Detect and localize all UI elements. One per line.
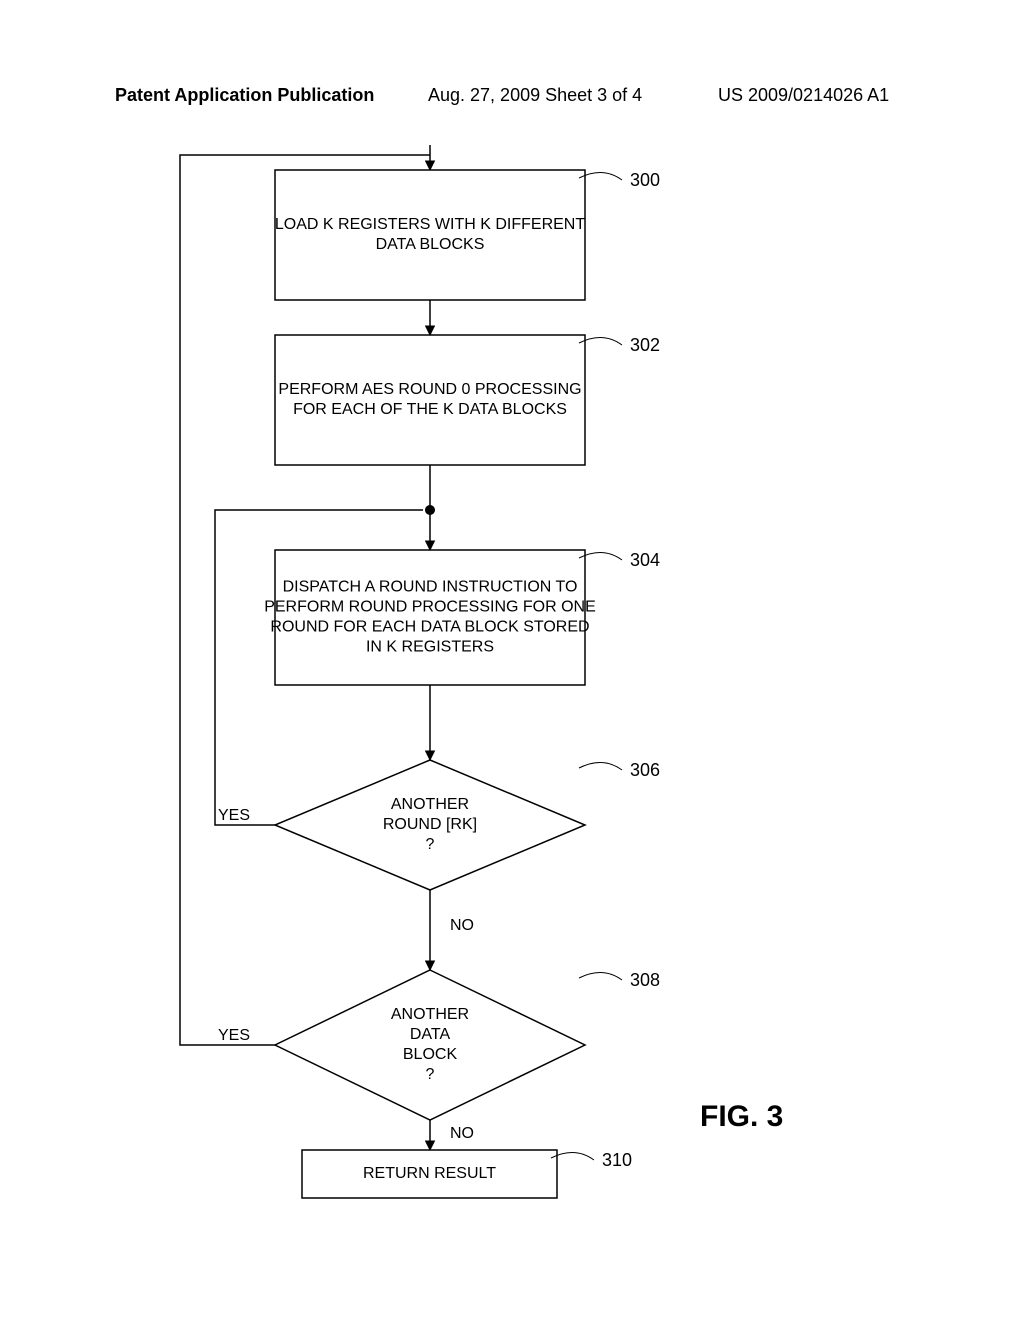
svg-text:ANOTHER: ANOTHER [391, 1006, 469, 1023]
svg-text:302: 302 [630, 335, 660, 355]
figure-label: FIG. 3 [700, 1100, 783, 1134]
svg-text:310: 310 [602, 1150, 632, 1170]
flowchart-container: NO NO YES YES LOAD K REGISTERS WITH K DIFFER… [0, 140, 1024, 1240]
svg-text:FOR EACH OF THE K DATA BLOCKS: FOR EACH OF THE K DATA BLOCKS [293, 401, 567, 418]
header-publication: Patent Application Publication [115, 85, 374, 106]
svg-text:ANOTHER: ANOTHER [391, 796, 469, 813]
svg-text:DATA BLOCKS: DATA BLOCKS [376, 236, 485, 253]
svg-text:PERFORM AES ROUND 0 PROCESSING: PERFORM AES ROUND 0 PROCESSING [278, 381, 581, 398]
svg-text:ROUND [RK]: ROUND [RK] [383, 816, 477, 833]
svg-text:NO: NO [450, 1125, 474, 1142]
svg-text:304: 304 [630, 550, 660, 570]
svg-text:306: 306 [630, 760, 660, 780]
svg-text:NO: NO [450, 917, 474, 934]
svg-text:RETURN RESULT: RETURN RESULT [363, 1165, 496, 1182]
svg-text:?: ? [426, 836, 435, 853]
svg-text:BLOCK: BLOCK [403, 1046, 458, 1063]
svg-text:LOAD K REGISTERS WITH K DIFFER: LOAD K REGISTERS WITH K DIFFERENT [275, 216, 585, 233]
svg-text:DISPATCH A ROUND INSTRUCTION T: DISPATCH A ROUND INSTRUCTION TO [283, 579, 578, 596]
svg-text:300: 300 [630, 170, 660, 190]
svg-text:YES: YES [218, 807, 250, 824]
svg-text:IN K REGISTERS: IN K REGISTERS [366, 639, 494, 656]
svg-text:ROUND FOR EACH DATA BLOCK STOR: ROUND FOR EACH DATA BLOCK STORED [270, 619, 589, 636]
header-docnum: US 2009/0214026 A1 [718, 85, 889, 106]
svg-text:?: ? [426, 1066, 435, 1083]
svg-text:308: 308 [630, 970, 660, 990]
svg-text:PERFORM ROUND PROCESSING FOR O: PERFORM ROUND PROCESSING FOR ONE [264, 599, 596, 616]
svg-text:YES: YES [218, 1027, 250, 1044]
svg-text:DATA: DATA [410, 1026, 451, 1043]
page-header: Patent Application Publication Aug. 27, … [0, 85, 1024, 115]
header-sheet: Aug. 27, 2009 Sheet 3 of 4 [428, 85, 642, 106]
flowchart-svg: NO NO YES YES LOAD K REGISTERS WITH K DIFFER… [0, 140, 1024, 1240]
